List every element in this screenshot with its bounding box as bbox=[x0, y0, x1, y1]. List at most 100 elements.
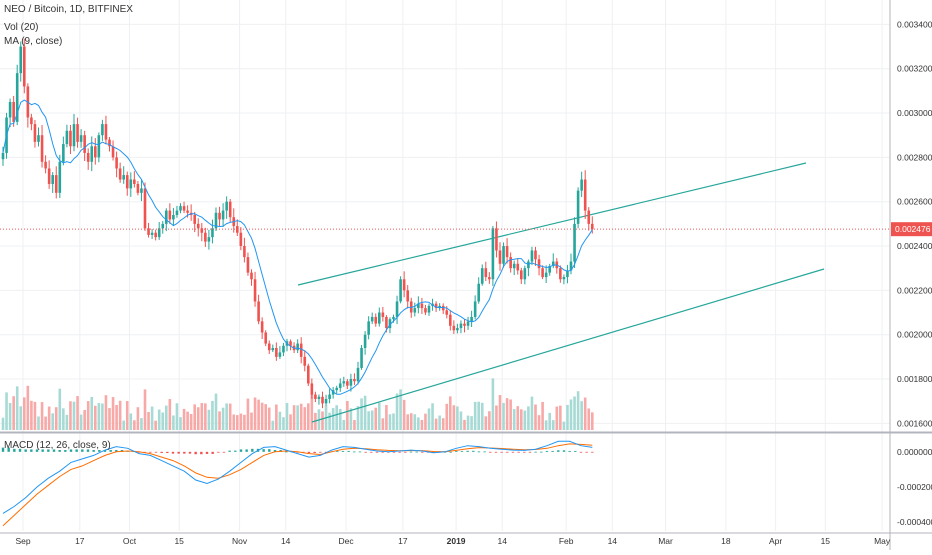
candle-body bbox=[449, 314, 452, 326]
volume-bar bbox=[296, 405, 299, 430]
candle-body bbox=[118, 168, 122, 180]
macd-histogram-bar bbox=[205, 451, 209, 454]
candle-body bbox=[381, 312, 385, 317]
channel-upper-line[interactable] bbox=[297, 162, 807, 286]
volume-bar bbox=[353, 420, 356, 430]
macd-histogram-bar bbox=[64, 450, 67, 452]
candle-body bbox=[591, 223, 594, 230]
trend-channel bbox=[297, 162, 825, 423]
candle-body bbox=[314, 394, 317, 399]
volume-bar bbox=[165, 405, 168, 430]
volume-bar bbox=[101, 403, 104, 430]
candle-body bbox=[225, 201, 228, 211]
candle-body bbox=[544, 272, 548, 278]
volume-bar bbox=[569, 399, 573, 430]
candle-body bbox=[349, 379, 353, 386]
volume-bar bbox=[409, 413, 413, 430]
volume-bar bbox=[335, 405, 338, 430]
volume-bar bbox=[15, 386, 19, 430]
time-axis: Sep 17 Oct 15 Nov 14 Dec 17 2019 14 Feb 14 Mar 18 Apr 1… bbox=[15, 536, 890, 546]
volume-bar bbox=[388, 414, 392, 430]
volume-bar bbox=[161, 412, 165, 430]
candle-body bbox=[502, 246, 505, 264]
volume-bar bbox=[456, 406, 459, 430]
candle-body bbox=[569, 261, 573, 271]
price-tick-label: 0.001600 bbox=[897, 418, 932, 428]
candle-body bbox=[133, 179, 136, 184]
price-tick-label: 0.003000 bbox=[897, 108, 932, 118]
volume-bar bbox=[111, 397, 115, 430]
volume-bar bbox=[33, 401, 37, 430]
candle-body bbox=[456, 328, 459, 331]
volume-bar bbox=[477, 401, 480, 430]
candle-body bbox=[395, 301, 399, 317]
volume-bar bbox=[246, 398, 250, 430]
volume-bar bbox=[466, 415, 470, 430]
volume-bar bbox=[133, 420, 136, 430]
macd-histogram-bar bbox=[358, 451, 362, 453]
macd-legend[interactable]: MACD (12, 26, close, 9) bbox=[4, 440, 111, 451]
candle-body bbox=[33, 124, 37, 142]
volume-bar bbox=[544, 420, 548, 430]
volume-bar bbox=[182, 408, 186, 430]
macd-histogram-bar bbox=[18, 448, 22, 452]
volume-bar bbox=[562, 421, 566, 430]
macd-histogram-bar bbox=[228, 450, 231, 452]
candle-body bbox=[168, 210, 172, 220]
ma-line[interactable] bbox=[2, 99, 593, 395]
candle-body bbox=[246, 257, 250, 273]
macd-histogram-bar bbox=[591, 451, 594, 453]
volume-bar bbox=[342, 420, 346, 430]
volume-bar bbox=[303, 407, 307, 430]
candle-body bbox=[196, 223, 200, 229]
candle-body bbox=[342, 381, 346, 384]
volume-bar bbox=[140, 418, 143, 430]
candle-body bbox=[299, 343, 303, 357]
volume-bar bbox=[512, 409, 516, 430]
candle-body bbox=[402, 279, 406, 291]
volume-legend[interactable]: Vol (20) bbox=[4, 22, 39, 33]
macd-histogram-bar bbox=[307, 451, 311, 454]
candle-body bbox=[353, 379, 356, 382]
volume-bar bbox=[90, 396, 94, 430]
candle-body bbox=[303, 356, 307, 366]
time-tick-label: 17 bbox=[75, 536, 85, 546]
macd-line[interactable] bbox=[2, 440, 593, 514]
chart-title[interactable]: NEO / Bitcoin, 1D, BITFINEX bbox=[4, 4, 133, 15]
candle-body bbox=[441, 305, 445, 311]
macd-histogram-bar bbox=[166, 451, 169, 454]
volume-bar bbox=[424, 413, 427, 430]
macd-histogram-bar bbox=[341, 450, 345, 452]
volume-bar bbox=[267, 407, 271, 430]
volume-bar bbox=[154, 420, 157, 430]
macd-tick-label: -0.000400 bbox=[897, 517, 932, 527]
volume-bar bbox=[179, 417, 182, 430]
candle-body bbox=[548, 265, 551, 273]
macd-histogram-bar bbox=[523, 451, 526, 453]
candle-body bbox=[221, 210, 225, 220]
volume-bar bbox=[484, 416, 488, 430]
macd-histogram-bar bbox=[177, 451, 180, 454]
ma-legend[interactable]: MA (9, close) bbox=[4, 36, 63, 47]
macd-histogram-bar bbox=[398, 451, 401, 453]
macd-histogram-bar bbox=[103, 450, 107, 452]
volume-bar bbox=[8, 403, 12, 430]
volume-bar bbox=[86, 401, 90, 430]
volume-bar bbox=[94, 405, 97, 430]
volume-bar bbox=[573, 396, 576, 430]
volume-bar bbox=[566, 404, 569, 430]
candle-body bbox=[40, 135, 44, 162]
time-tick-label: 15 bbox=[174, 536, 184, 546]
macd-histogram-bar bbox=[477, 451, 481, 453]
volume-bar bbox=[196, 407, 200, 430]
volume-bar bbox=[157, 409, 161, 430]
candle-body bbox=[253, 279, 257, 302]
candle-body bbox=[214, 212, 218, 229]
macd-histogram-bar bbox=[579, 451, 583, 453]
volume-bar bbox=[172, 415, 175, 430]
channel-lower-line[interactable] bbox=[311, 268, 825, 423]
candle-body bbox=[69, 130, 72, 147]
volume-bar bbox=[40, 402, 44, 430]
